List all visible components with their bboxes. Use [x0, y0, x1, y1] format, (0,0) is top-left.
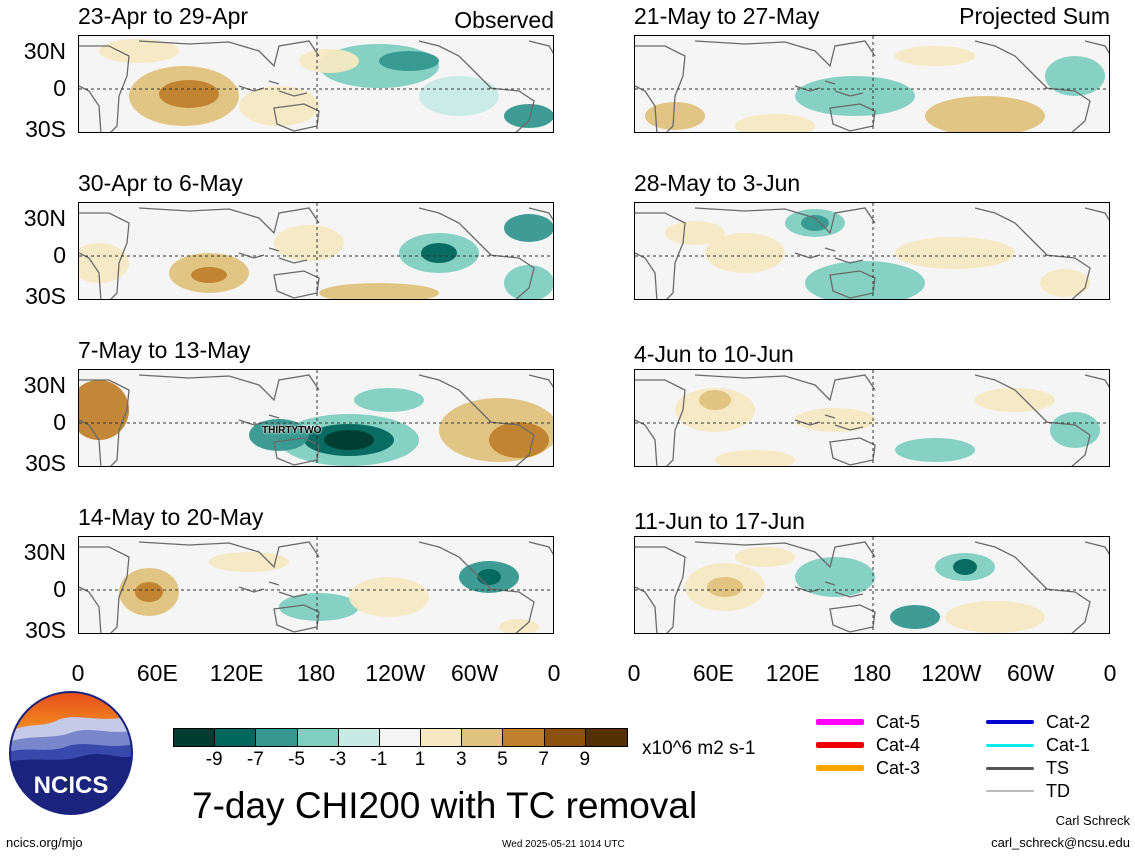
- tc-legend-line: [816, 742, 864, 748]
- author-name: Carl Schreck: [1055, 813, 1130, 828]
- panel-title: 14-May to 20-May: [78, 504, 264, 530]
- projected-sum-label: Projected Sum: [959, 3, 1110, 29]
- panel-title: 4-Jun to 10-Jun: [634, 341, 794, 367]
- lat-tick-label: 30N: [23, 38, 66, 64]
- panel-title: 30-Apr to 6-May: [78, 170, 243, 196]
- lon-tick-label: 60W: [451, 660, 499, 686]
- lon-tick-label: 0: [71, 660, 85, 686]
- lon-tick-label: 120W: [921, 660, 982, 686]
- lon-tick-label: 180: [296, 660, 336, 686]
- map-panel-projected-1: [634, 35, 1110, 133]
- tc-legend-label: Cat-1: [1046, 735, 1091, 755]
- lat-tick-label: 30S: [25, 617, 66, 643]
- lon-tick-label: 60E: [136, 660, 178, 686]
- website-link[interactable]: ncics.org/mjo: [6, 835, 83, 850]
- lat-tick-label: 0: [53, 242, 66, 268]
- lon-tick-label: 120E: [209, 660, 264, 686]
- colorbar: [173, 728, 628, 747]
- panel-title: 28-May to 3-Jun: [634, 170, 801, 196]
- colorbar-label: -1: [370, 749, 388, 770]
- lon-tick-label: 0: [1103, 660, 1117, 686]
- tc-legend-line: [816, 719, 864, 725]
- timestamp: Wed 2025-05-21 1014 UTC: [502, 839, 625, 850]
- map-panel-observed-3: [78, 369, 554, 467]
- colorbar-label: -7: [246, 749, 264, 770]
- lat-tick-label: 0: [53, 75, 66, 101]
- tc-legend-line: [816, 765, 864, 771]
- tc-legend-line: [986, 743, 1034, 747]
- colorbar-label: 1: [414, 749, 426, 770]
- colorbar-units: x10^6 m2 s-1: [642, 738, 756, 759]
- panel-title: 7-May to 13-May: [78, 337, 251, 363]
- panel-title: 11-Jun to 17-Jun: [634, 508, 805, 534]
- colorbar-swatch: [585, 729, 627, 746]
- map-panel-projected-4: [634, 536, 1110, 634]
- tc-legend-line: [986, 766, 1034, 770]
- map-panel-observed-1: [78, 35, 554, 133]
- logo-text: NCICS: [34, 772, 109, 799]
- colorbar-swatch: [462, 729, 504, 746]
- lon-tick-label: 120W: [365, 660, 426, 686]
- lat-tick-label: 30S: [25, 116, 66, 142]
- tc-legend-label: TD: [1046, 781, 1070, 801]
- lon-tick-label: 0: [627, 660, 641, 686]
- tc-legend-label: Cat-4: [876, 735, 921, 755]
- lat-tick-label: 30S: [25, 450, 66, 476]
- map-panel-observed-2: [78, 202, 554, 300]
- tc-annotation: THIRTYTWO: [262, 425, 322, 436]
- tc-legend-line: [986, 790, 1034, 792]
- lon-tick-label: 0: [547, 660, 561, 686]
- lon-tick-label: 60E: [692, 660, 734, 686]
- lat-tick-label: 30N: [23, 539, 66, 565]
- colorbar-swatch: [503, 729, 545, 746]
- colorbar-swatch: [544, 729, 586, 746]
- panel-title: 23-Apr to 29-Apr: [78, 3, 249, 29]
- colorbar-swatch: [215, 729, 257, 746]
- tc-legend-label: Cat-3: [876, 758, 921, 778]
- colorbar-label: -5: [288, 749, 305, 770]
- map-panel-projected-2: [634, 202, 1110, 300]
- lon-tick-label: 120E: [765, 660, 820, 686]
- colorbar-label: -9: [205, 749, 223, 770]
- lon-tick-label: 60W: [1007, 660, 1055, 686]
- lat-tick-label: 30S: [25, 283, 66, 309]
- map-panel-observed-4: [78, 536, 554, 634]
- colorbar-swatch: [297, 729, 339, 746]
- colorbar-swatch: [174, 729, 216, 746]
- observed-label: Observed: [454, 7, 554, 33]
- figure-title: 7-day CHI200 with TC removal: [192, 785, 698, 826]
- lat-tick-label: 30N: [23, 372, 66, 398]
- lat-tick-label: 0: [53, 576, 66, 602]
- tc-legend-label: TS: [1046, 758, 1070, 778]
- author-email[interactable]: carl_schreck@ncsu.edu: [991, 835, 1130, 850]
- colorbar-label: 3: [455, 749, 467, 770]
- panel-title: 21-May to 27-May: [634, 3, 820, 29]
- ncics-logo: NCICS: [8, 690, 134, 816]
- lat-tick-label: 0: [53, 409, 66, 435]
- colorbar-label: -3: [329, 749, 347, 770]
- colorbar-swatch: [379, 729, 422, 746]
- colorbar-label: 9: [579, 749, 591, 770]
- lon-tick-label: 180: [852, 660, 892, 686]
- colorbar-label: 7: [538, 749, 549, 770]
- lat-tick-label: 30N: [23, 205, 66, 231]
- colorbar-label: 5: [497, 749, 508, 770]
- tc-legend-label: Cat-2: [1046, 712, 1091, 732]
- map-panel-projected-3: [634, 369, 1110, 467]
- tc-legend-label: Cat-5: [876, 712, 921, 732]
- colorbar-swatch: [421, 729, 463, 746]
- colorbar-swatch: [338, 729, 380, 746]
- colorbar-swatch: [256, 729, 298, 746]
- tc-legend-line: [986, 720, 1034, 724]
